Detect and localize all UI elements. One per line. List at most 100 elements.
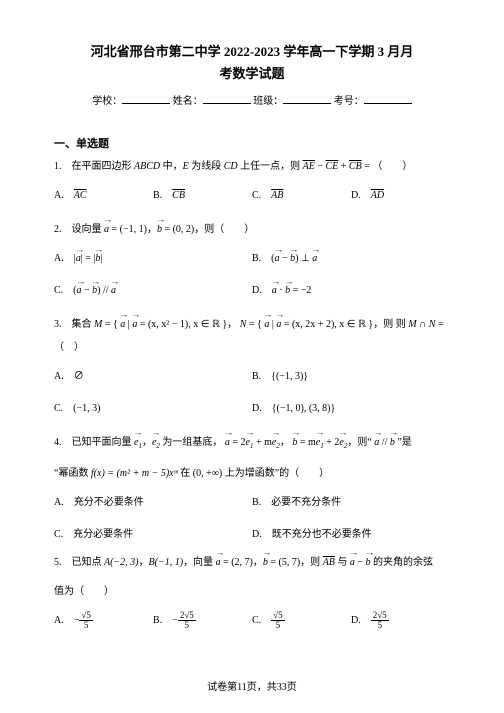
q2-C-a2: a — [111, 281, 116, 301]
q1-stem-d: 上任一点，则 — [238, 161, 303, 172]
q5-a-eq: = (2, 7)， — [221, 557, 263, 568]
q5-C-den: 5 — [271, 621, 284, 630]
q4-then: ，则“ — [347, 437, 374, 448]
q4-e1e2: 为一组基底， — [162, 437, 222, 448]
q3-paren: （ ） — [54, 342, 84, 353]
q2-choice-d: D. a · b = −2 — [252, 275, 450, 307]
blank-name — [203, 93, 251, 104]
q2-A-a: a — [76, 249, 81, 269]
q3-choices-row1: A. ∅ B. {(−1, 3)} — [54, 361, 450, 393]
question-4: 4. 已知平面向量 e1，e2 为一组基底， a = 2e1 + me2， b … — [54, 433, 450, 453]
q2-choice-a: A. |a| = |b| — [54, 243, 252, 275]
q3-N-body: = (x, 2x + 2), x ∈ ℝ }，则 — [281, 319, 395, 330]
q5-D-frac: 2√55 — [371, 611, 389, 631]
q1-B-val: CB — [172, 190, 185, 201]
q5-choice-d: D. 2√55 — [351, 605, 450, 637]
q2-B-a: a — [275, 249, 280, 269]
q1-choice-c: C. AB — [252, 180, 351, 212]
q3-D-val: {(−1, 0), (3, 8)} — [272, 403, 336, 414]
q3-choice-b: B. {(−1, 3)} — [252, 361, 450, 393]
q5-C-frac: √55 — [271, 611, 284, 631]
q2-B-a2: a — [312, 249, 317, 269]
blank-id — [364, 93, 412, 104]
q3-eq: = — [435, 319, 443, 330]
q3-B-val: {(−1, 3)} — [271, 371, 308, 382]
q5-b2: b — [366, 553, 371, 572]
q2-C-b: b — [92, 281, 97, 301]
q4-cond: “幂函数 f(x) = (m² + m − 5)xᵐ 在 (0, +∞) 上为增… — [54, 464, 450, 483]
q5-B-den: 5 — [178, 621, 196, 630]
q4-b2: b — [390, 433, 395, 452]
q1-stem-c: 为线段 — [189, 161, 224, 172]
q4-stem-a: 4. 已知平面向量 — [54, 437, 134, 448]
q3-choices-row2: C. (−1, 3) D. {(−1, 0), (3, 8)} — [54, 393, 450, 425]
q4-a-expr: = 2 — [230, 437, 246, 448]
q2-C-a: a — [77, 281, 82, 301]
q5-AB: AB — [323, 557, 335, 568]
q1-vec-cb: CB — [349, 161, 362, 172]
q2-a-eq: = (−1, 1)， — [109, 224, 157, 235]
q1-stem-a: 1. 在平面四边形 — [54, 161, 134, 172]
q3-paren-row: （ ） — [54, 338, 450, 357]
info-line: 学校： 姓名： 班级： 考号： — [54, 92, 450, 107]
q3-choice-a: A. ∅ — [54, 361, 252, 393]
q3-M-a: a — [120, 315, 125, 334]
q1-A-val: AC — [74, 190, 87, 201]
q4-ae2: e2 — [272, 433, 280, 453]
q2-choices-row2: C. (a − b) // a D. a · b = −2 — [54, 275, 450, 307]
q1-choice-a: A. AC — [54, 180, 153, 212]
q4-B-val: 必要不充分条件 — [271, 497, 341, 508]
exam-page: 河北省邢台市第二中学 2022-2023 学年高一下学期 3 月月 考数学试题 … — [0, 0, 504, 637]
q4-choice-a: A. 充分不必要条件 — [54, 487, 252, 519]
q5-A-frac: √55 — [79, 611, 92, 631]
q4-C-val: 充分必要条件 — [73, 529, 133, 540]
blank-school — [122, 93, 170, 104]
q3-M-a2: a — [132, 315, 137, 334]
q2-vec-b: b — [157, 220, 162, 239]
q1-vec-ce: CE — [325, 161, 338, 172]
q5-vec-a: a — [216, 553, 221, 572]
question-5: 5. 已知点 A(−2, 3)，B(−1, 1)，向量 a = (2, 7)，b… — [54, 553, 450, 572]
q5-stem-a: 5. 已知点 — [54, 557, 104, 568]
q5-B: B(−1, 1) — [149, 557, 184, 568]
q3-then: 则 — [396, 319, 409, 330]
q1-cd: CD — [224, 161, 238, 172]
q5-vec-b: b — [263, 553, 268, 572]
q5-b-eq: = (5, 7)，则 — [268, 557, 323, 568]
q5-with: 与 — [335, 557, 350, 568]
q5-choice-c: C. √55 — [252, 605, 351, 637]
q2-choices-row1: A. |a| = |b| B. (a − b) ⊥ a — [54, 243, 450, 275]
q1-choice-d: D. AD — [351, 180, 450, 212]
label-class: 班级： — [253, 96, 283, 107]
q3-choice-c: C. (−1, 3) — [54, 393, 252, 425]
q2-b-eq: = (0, 2)，则（ ） — [162, 224, 254, 235]
q2-vec-a: a — [104, 220, 109, 239]
q4-a: a — [225, 433, 230, 452]
q4-ae1: e1 — [246, 433, 254, 453]
q3-C-val: (−1, 3) — [73, 403, 100, 414]
q3-M-body: = (x, x² − 1), x ∈ ℝ }， — [137, 319, 237, 330]
q5-stem-d-row: 值为（ ） — [54, 582, 450, 601]
q4-A-val: 充分不必要条件 — [74, 497, 144, 508]
q3-A-val: ∅ — [74, 371, 84, 382]
q5-B-frac: 2√55 — [178, 611, 196, 631]
q1-D-val: AD — [371, 190, 384, 201]
q4-quote: ”是 — [395, 437, 412, 448]
q5-a2: a — [350, 553, 355, 572]
title-line-2: 考数学试题 — [54, 63, 450, 82]
q4-plus-m: + m — [254, 437, 272, 448]
label-id: 考号： — [334, 96, 364, 107]
q4-choices-row1: A. 充分不必要条件 B. 必要不充分条件 — [54, 487, 450, 519]
q4-choice-b: B. 必要不充分条件 — [252, 487, 450, 519]
q1-vec-ae: AE — [303, 161, 315, 172]
q2-D-b: b — [285, 281, 290, 301]
q2-B-b: b — [290, 249, 295, 269]
q4-be2: e2 — [339, 433, 347, 453]
q2-stem-a: 2. 设向量 — [54, 224, 104, 235]
q1-quad: ABCD — [134, 161, 160, 172]
q4-choice-c: C. 充分必要条件 — [54, 519, 252, 551]
blank-class — [283, 93, 331, 104]
q1-C-val: AB — [271, 190, 283, 201]
page-footer: 试卷第11页，共33页 — [0, 678, 504, 693]
q3-stem-a: 3. 集合 — [54, 319, 94, 330]
